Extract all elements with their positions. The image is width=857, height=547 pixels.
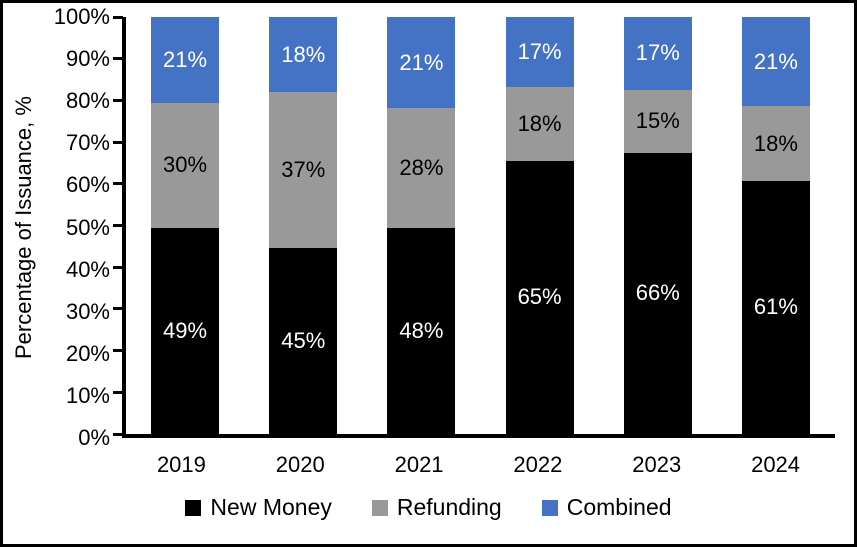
bar-value-label: 37% <box>281 157 326 183</box>
y-tick-label: 60% <box>65 172 110 198</box>
bar-value-label: 65% <box>517 284 562 310</box>
bar-segment-combined: 21% <box>741 17 810 107</box>
bar-value-label: 18% <box>753 130 798 156</box>
bar-value-label: 18% <box>281 41 326 67</box>
bar-segment-new-money: 48% <box>387 228 456 434</box>
bar-segment-refunding: 30% <box>151 103 220 228</box>
y-tick-label: 0% <box>78 425 110 450</box>
x-axis-labels: 2019 2020 2021 2022 2023 2024 <box>122 452 835 478</box>
bar-value-label: 21% <box>753 48 798 74</box>
bar-slot-2021: 21% 28% 48% <box>362 17 480 434</box>
y-tick-mark <box>113 15 123 19</box>
bar-segment-combined: 21% <box>151 17 220 104</box>
y-tick-mark <box>113 432 123 436</box>
bar-column-2024: 21% 18% 61% <box>741 17 810 434</box>
y-tick-label: 90% <box>65 46 110 72</box>
bar-segment-combined: 21% <box>387 17 456 109</box>
bar-segment-refunding: 18% <box>505 86 574 161</box>
bar-value-label: 28% <box>399 155 444 181</box>
y-tick-mark <box>113 224 123 227</box>
bar-value-label: 61% <box>753 294 798 320</box>
bar-segment-new-money: 45% <box>269 248 338 434</box>
bar-column-2019: 21% 30% 49% <box>151 17 220 434</box>
bar-segment-new-money: 65% <box>505 160 574 434</box>
bar-value-label: 17% <box>517 38 562 64</box>
x-axis-label-2022: 2022 <box>513 452 563 477</box>
bar-slot-2019: 21% 30% 49% <box>126 17 244 434</box>
x-axis-label-2024: 2024 <box>751 452 801 477</box>
bar-value-label: 49% <box>163 317 208 343</box>
bar-value-label: 45% <box>281 328 326 354</box>
x-axis-label-2019: 2019 <box>156 452 206 477</box>
bar-value-label: 21% <box>163 47 208 73</box>
legend-label: Refunding <box>396 494 502 520</box>
y-tick-mark <box>113 57 123 61</box>
bar-segment-refunding: 28% <box>387 108 456 229</box>
y-tick-mark <box>113 182 123 186</box>
bar-column-2023: 17% 15% 66% <box>623 17 692 434</box>
bar-value-label: 21% <box>399 49 444 75</box>
y-tick-label: 80% <box>65 88 110 114</box>
bar-column-2021: 21% 28% 48% <box>387 17 456 434</box>
bar-segment-refunding: 15% <box>623 89 692 153</box>
bar-segment-combined: 17% <box>623 17 692 90</box>
y-tick-mark <box>113 307 123 311</box>
bar-segment-new-money: 66% <box>623 152 692 434</box>
bar-value-label: 30% <box>163 152 208 178</box>
legend: New Money Refunding Combined <box>3 494 854 521</box>
bar-value-label: 18% <box>517 110 562 136</box>
bar-segment-combined: 18% <box>269 17 338 93</box>
legend-item-refunding: Refunding <box>371 494 502 521</box>
bar-value-label: 66% <box>635 280 680 306</box>
x-axis-label-2021: 2021 <box>394 452 444 477</box>
legend-swatch-icon <box>371 499 388 516</box>
bar-slot-2023: 17% 15% 66% <box>599 17 717 434</box>
bar-column-2022: 17% 18% 65% <box>505 17 574 434</box>
y-tick-mark <box>113 265 123 269</box>
legend-item-new-money: New Money <box>185 494 332 521</box>
legend-label: New Money <box>210 494 332 520</box>
bar-slot-2024: 21% 18% 61% <box>717 17 835 434</box>
y-tick-mark <box>113 140 123 144</box>
y-tick-label: 20% <box>65 340 110 366</box>
legend-swatch-icon <box>541 499 558 516</box>
bar-value-label: 48% <box>399 318 444 344</box>
y-tick-label: 30% <box>65 298 110 324</box>
y-tick-label: 70% <box>65 130 110 156</box>
y-tick-mark <box>113 349 123 353</box>
bar-value-label: 15% <box>635 108 680 134</box>
bar-segment-new-money: 49% <box>151 227 220 434</box>
y-tick-label: 50% <box>65 214 110 240</box>
legend-label: Combined <box>566 494 672 520</box>
y-axis-tick-labels: 0% 10% 20% 30% 40% 50% 60% 70% 80% 90% 100% <box>3 5 110 450</box>
plot-area: 21% 30% 49% 18% 37% 45% 21% 28% 48% 17% 18% 65% 17% 1… <box>113 15 835 438</box>
y-tick-label: 100% <box>53 4 110 29</box>
x-axis-label-2020: 2020 <box>275 452 325 477</box>
y-tick-label: 10% <box>65 382 110 408</box>
y-tick-mark <box>113 98 123 102</box>
bar-segment-new-money: 61% <box>741 180 810 434</box>
legend-item-combined: Combined <box>541 494 672 521</box>
bar-segment-refunding: 37% <box>269 92 338 249</box>
bar-slot-2022: 17% 18% 65% <box>481 17 599 434</box>
x-axis-label-2023: 2023 <box>632 452 682 477</box>
bars-container: 21% 30% 49% 18% 37% 45% 21% 28% 48% 17% 18% 65% 17% 1… <box>126 17 835 434</box>
legend-swatch-icon <box>185 499 202 516</box>
bar-value-label: 17% <box>635 40 680 66</box>
y-tick-mark <box>113 390 123 394</box>
bar-slot-2020: 18% 37% 45% <box>244 17 362 434</box>
bar-segment-refunding: 18% <box>741 106 810 181</box>
y-tick-label: 40% <box>65 256 110 282</box>
bar-column-2020: 18% 37% 45% <box>269 17 338 434</box>
bar-segment-combined: 17% <box>505 17 574 87</box>
